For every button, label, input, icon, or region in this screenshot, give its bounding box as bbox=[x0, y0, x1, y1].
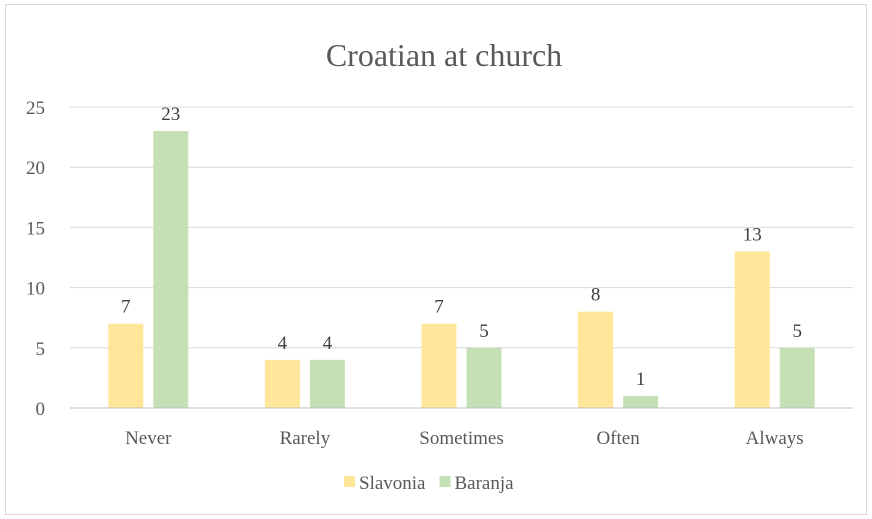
bar-slavonia-sometimes bbox=[421, 323, 457, 408]
bar-baranja-often bbox=[623, 395, 659, 408]
legend-swatch bbox=[439, 476, 451, 487]
bar-baranja-always bbox=[779, 347, 815, 408]
x-tick-label: Always bbox=[746, 428, 804, 449]
y-tick-label: 20 bbox=[26, 158, 45, 179]
y-tick-label: 10 bbox=[26, 279, 45, 300]
data-label: 5 bbox=[479, 321, 489, 342]
data-label: 4 bbox=[278, 333, 288, 354]
x-tick-label: Often bbox=[596, 428, 640, 449]
bar-slavonia-never bbox=[108, 323, 144, 408]
data-label: 7 bbox=[121, 297, 131, 318]
legend-swatch bbox=[344, 476, 355, 487]
chart-area bbox=[5, 4, 867, 515]
legend: Slavonia Baranja bbox=[344, 473, 514, 494]
x-axis-tick-labels: Never Rarely Sometimes Often Always bbox=[125, 428, 804, 449]
bar-baranja-never bbox=[153, 131, 189, 408]
y-tick-label: 0 bbox=[36, 399, 46, 420]
gridlines bbox=[70, 106, 853, 349]
y-tick-label: 25 bbox=[26, 98, 45, 119]
data-label: 7 bbox=[434, 297, 444, 318]
legend-label: Baranja bbox=[455, 473, 515, 494]
x-tick-label: Rarely bbox=[280, 428, 331, 449]
bar-baranja-rarely bbox=[309, 359, 345, 408]
x-tick-label: Sometimes bbox=[419, 428, 503, 449]
bar-slavonia-always bbox=[734, 251, 770, 408]
data-label: 13 bbox=[743, 224, 762, 245]
y-tick-label: 15 bbox=[26, 218, 45, 239]
data-label: 23 bbox=[161, 104, 180, 125]
data-label: 5 bbox=[792, 321, 802, 342]
bar-slavonia-rarely bbox=[264, 359, 300, 408]
bar-slavonia-often bbox=[578, 311, 614, 408]
bar-baranja-sometimes bbox=[466, 347, 502, 408]
data-label: 8 bbox=[591, 285, 601, 306]
y-axis-tick-labels: 0 5 10 15 20 25 bbox=[26, 98, 45, 420]
data-label: 1 bbox=[636, 369, 646, 390]
data-label: 4 bbox=[323, 333, 333, 354]
data-labels: 7 23 4 4 7 5 8 1 13 5 bbox=[121, 104, 802, 390]
y-tick-label: 5 bbox=[36, 339, 46, 360]
bars bbox=[108, 131, 815, 408]
x-tick-label: Never bbox=[125, 428, 172, 449]
chart-title: Croatian at church bbox=[326, 37, 562, 73]
legend-label: Slavonia bbox=[359, 473, 426, 494]
